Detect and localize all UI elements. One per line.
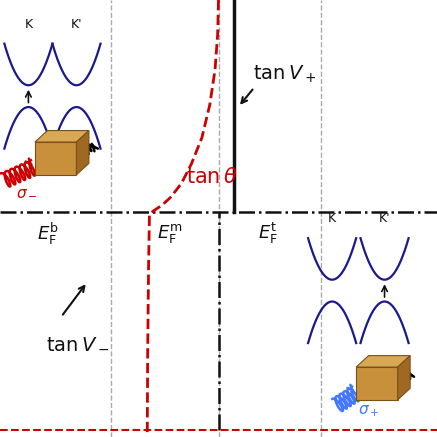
Text: $\sigma_-$: $\sigma_-$: [16, 185, 37, 199]
Text: K': K': [379, 212, 390, 225]
Text: $\sigma_+$: $\sigma_+$: [358, 403, 380, 419]
Polygon shape: [356, 367, 398, 400]
Text: $\tan V_+$: $\tan V_+$: [253, 64, 316, 85]
Text: K': K': [71, 17, 82, 31]
Text: K: K: [24, 17, 32, 31]
Polygon shape: [398, 356, 410, 400]
Text: K: K: [328, 212, 336, 225]
Polygon shape: [35, 131, 89, 142]
Text: $\tan V_-$: $\tan V_-$: [46, 334, 109, 352]
Text: $E_{\rm F}^{\rm m}$: $E_{\rm F}^{\rm m}$: [157, 222, 183, 245]
Polygon shape: [76, 131, 89, 175]
Polygon shape: [356, 356, 410, 367]
Text: $E_{\rm F}^{\rm b}$: $E_{\rm F}^{\rm b}$: [37, 221, 59, 247]
Text: $\tan\theta$: $\tan\theta$: [186, 167, 238, 187]
Text: $E_{\rm F}^{\rm t}$: $E_{\rm F}^{\rm t}$: [258, 221, 277, 246]
Polygon shape: [35, 142, 76, 175]
